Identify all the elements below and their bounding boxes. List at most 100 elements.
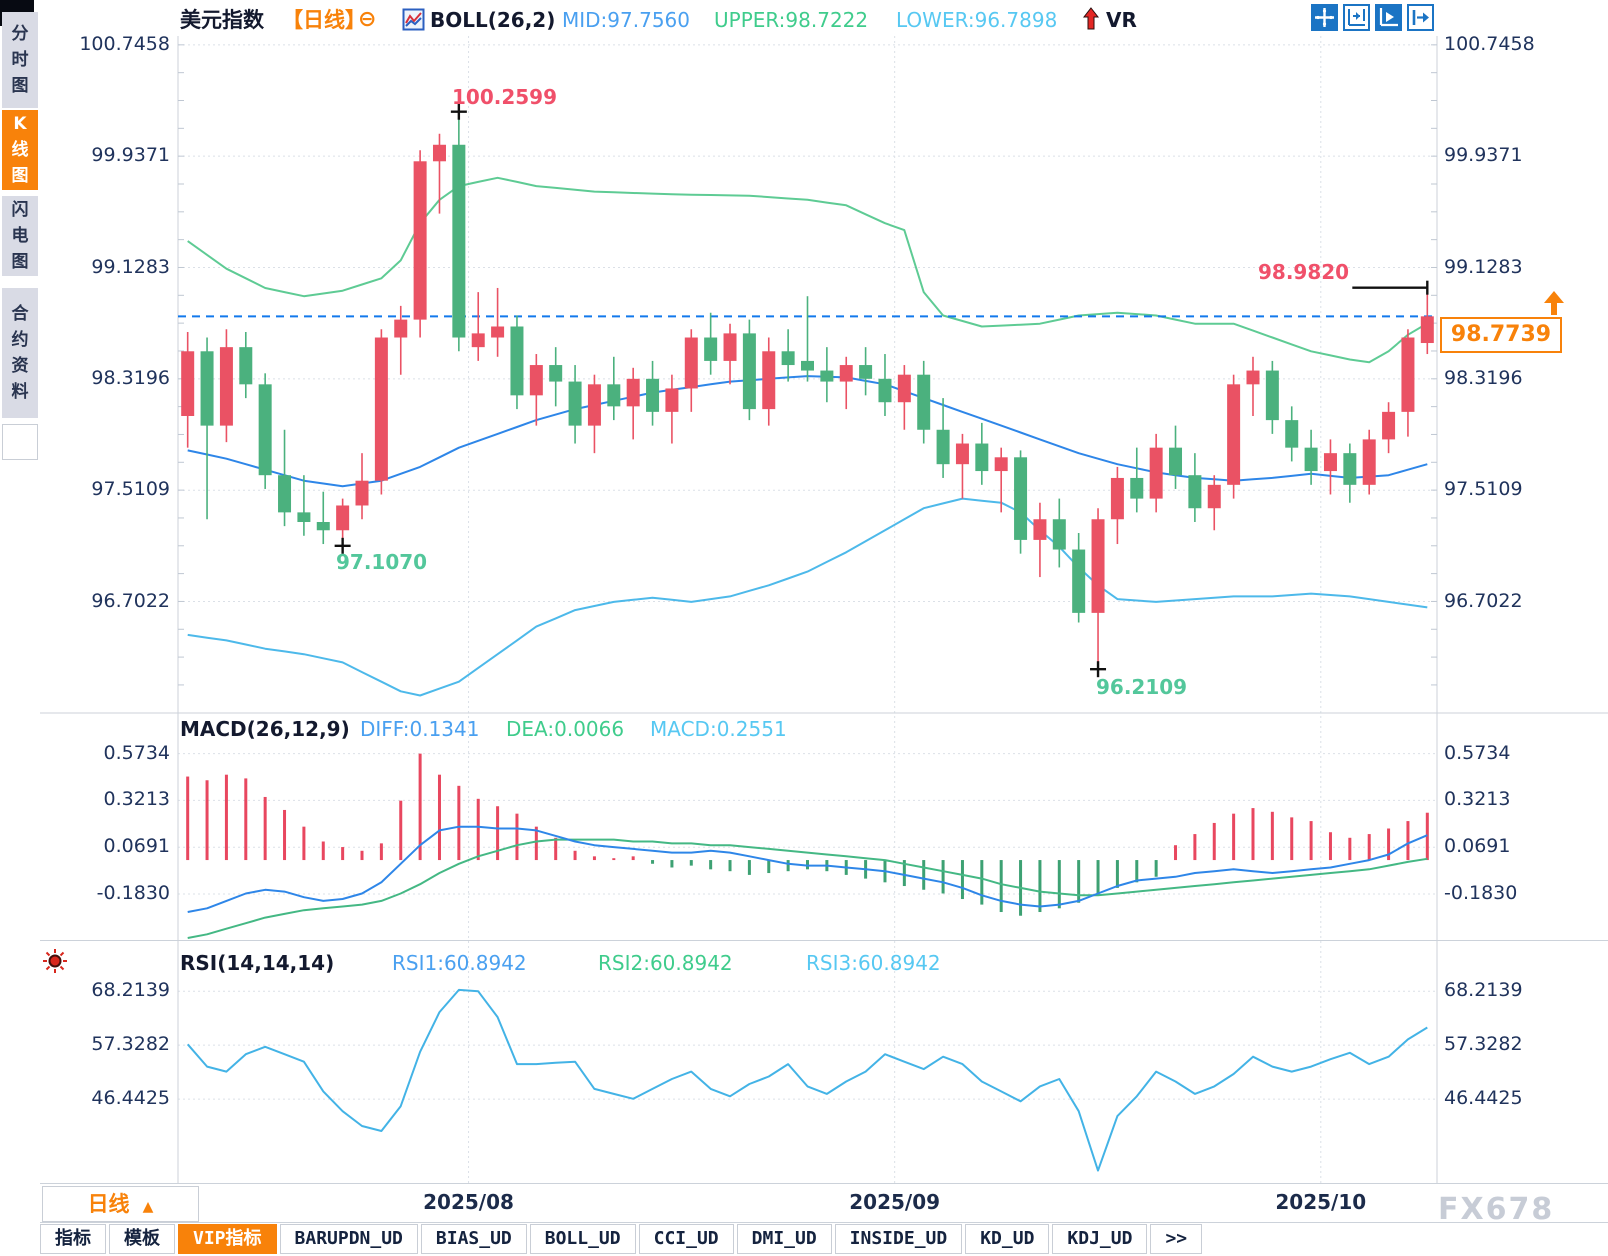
macd-macd-value: MACD:0.2551 — [650, 717, 787, 741]
macd-hist-bar — [515, 813, 519, 861]
rsi-tick-label: 46.4425 — [1444, 1087, 1523, 1110]
candle-body — [1265, 370, 1279, 421]
macd-hist-bar — [418, 753, 422, 861]
candle-body — [1382, 411, 1396, 440]
candle-body — [781, 351, 795, 366]
bottom-tab-9[interactable]: KD_UD — [965, 1224, 1050, 1254]
price-tick-label: 98.3196 — [91, 366, 170, 389]
axis-range-button[interactable] — [1343, 4, 1370, 31]
bottom-tab-7[interactable]: DMI_UD — [736, 1224, 832, 1254]
candle-body — [568, 381, 582, 426]
macd-hist-bar — [1309, 821, 1313, 861]
candle-body — [878, 378, 892, 403]
pan-tool-button[interactable] — [1311, 4, 1338, 31]
candle-body — [432, 144, 446, 162]
bottom-tab-10[interactable]: KDJ_UD — [1052, 1224, 1148, 1254]
candle-body — [665, 388, 679, 412]
bottom-tab-1[interactable]: 模板 — [109, 1224, 175, 1254]
sidebar-item-char: 线 — [11, 140, 29, 160]
macd-hist-bar — [1154, 860, 1158, 877]
indicator-tab-bar: 指标 模板 VIP指标 BARUPDN_UD BIAS_UD BOLL_UD CCI_UD D… — [40, 1223, 1608, 1256]
vr-indicator-label[interactable]: VR — [1106, 8, 1137, 32]
macd-hist-bar — [1232, 813, 1236, 861]
macd-hist-bar — [263, 796, 267, 861]
macd-hist-bar — [1057, 860, 1061, 909]
rsi-title[interactable]: RSI(14,14,14) — [180, 951, 335, 975]
candle-body — [839, 365, 853, 382]
candle-body — [297, 512, 311, 523]
period-tag[interactable]: 【日线】 — [282, 8, 366, 32]
macd-hist-bar — [554, 837, 558, 861]
time-axis-label-2: 2025/10 — [1275, 1190, 1367, 1214]
time-axis-strip: 日线 ▲ 2025/08 2025/09 2025/10 — [40, 1183, 1608, 1223]
bottom-tab-4[interactable]: BIAS_UD — [420, 1224, 527, 1254]
candle-body — [1014, 457, 1028, 540]
macd-hist-bar — [670, 860, 674, 868]
sidebar-item-2[interactable]: 闪电图 — [2, 196, 38, 276]
sidebar-item-char: 图 — [11, 252, 29, 272]
candle-body — [1343, 453, 1357, 485]
price-up-arrow-stem — [1551, 302, 1557, 315]
rsi-line — [186, 988, 1428, 1172]
candle-body — [801, 360, 814, 371]
candle-body — [897, 374, 911, 403]
candle-body — [975, 443, 989, 472]
sidebar-item-0[interactable]: 分时图 — [2, 12, 38, 108]
macd-hist-bar — [612, 858, 616, 861]
sidebar-item-char: 约 — [11, 330, 29, 350]
candle-body — [626, 378, 640, 407]
candle-body — [587, 384, 601, 426]
pane-expand-button[interactable] — [1407, 4, 1434, 31]
time-axis-label-0: 2025/08 — [423, 1190, 514, 1214]
macd-hist-bar — [399, 800, 403, 861]
rsi3-value: RSI3:60.8942 — [806, 951, 941, 975]
boll-indicator-label[interactable]: BOLL(26,2) — [430, 8, 556, 32]
bottom-tab-11[interactable]: >> — [1150, 1224, 1203, 1254]
candle-body — [510, 326, 524, 396]
annotation-high-price: 100.2599 — [452, 85, 558, 109]
sidebar-item-3[interactable]: 合约资料 — [2, 288, 38, 418]
period-arrow-icon: ▲ — [142, 1199, 154, 1215]
price-tick-label: 98.3196 — [1444, 366, 1523, 389]
minus-circle-icon[interactable]: ⊖ — [358, 7, 377, 32]
annotation-swing-low: 97.1070 — [336, 550, 428, 574]
macd-hist-bar — [1135, 860, 1139, 883]
sidebar-item-char: 资 — [11, 356, 29, 376]
macd-tick-label: 0.3213 — [1444, 788, 1511, 811]
price-tick-label: 99.9371 — [1444, 144, 1523, 167]
macd-tick-label: -0.1830 — [96, 882, 170, 905]
sidebar-item-char: 闪 — [11, 200, 29, 220]
macd-hist-bar — [960, 860, 964, 900]
macd-hist-bar — [1193, 834, 1197, 861]
alert-sun-icon[interactable] — [42, 948, 68, 978]
macd-hist-bar — [922, 860, 926, 890]
candle-body — [1149, 447, 1163, 499]
macd-hist-bar — [1425, 812, 1429, 861]
bottom-tab-2[interactable]: VIP指标 — [178, 1224, 277, 1254]
axis-scale-button[interactable] — [1375, 4, 1402, 31]
indicator-chart-icon[interactable] — [402, 8, 425, 35]
boll-mid-line — [187, 375, 1428, 488]
bottom-tab-6[interactable]: CCI_UD — [638, 1224, 734, 1254]
macd-hist-bar — [1328, 832, 1332, 861]
boll-lower-value: LOWER:96.7898 — [896, 8, 1058, 32]
macd-hist-bar — [941, 860, 945, 894]
candle-body — [1323, 453, 1337, 472]
rsi-tick-label: 57.3282 — [1444, 1033, 1523, 1056]
macd-hist-bar — [631, 856, 635, 861]
price-tick-label: 99.1283 — [1444, 255, 1523, 278]
bottom-tab-0[interactable]: 指标 — [40, 1224, 106, 1254]
rsi1-value: RSI1:60.8942 — [392, 951, 527, 975]
period-selector-button[interactable]: 日线 ▲ — [42, 1186, 199, 1222]
bottom-tab-5[interactable]: BOLL_UD — [529, 1224, 636, 1254]
candle-body — [1072, 549, 1086, 613]
macd-title[interactable]: MACD(26,12,9) — [180, 717, 350, 741]
candle-body — [1091, 519, 1105, 613]
bottom-tab-8[interactable]: INSIDE_UD — [834, 1224, 963, 1254]
bottom-tab-3[interactable]: BARUPDN_UD — [279, 1224, 418, 1254]
watermark: FX678 — [1438, 1192, 1555, 1227]
macd-hist-bar — [1290, 817, 1294, 861]
